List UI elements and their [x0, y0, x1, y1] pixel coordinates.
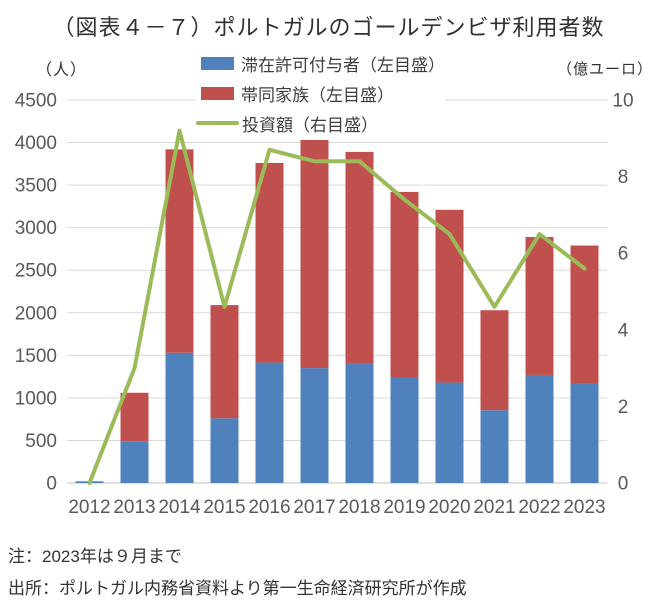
legend-label-permits: 滞在許可付与者（左目盛）: [241, 55, 445, 75]
x-label-2021: 2021: [473, 497, 515, 518]
left-tick-label-3000: 3000: [15, 218, 57, 239]
bar-permits-2023: [570, 382, 599, 483]
x-label-2019: 2019: [383, 497, 425, 518]
bar-permits-2015: [210, 418, 239, 483]
family-swatch-icon: [201, 86, 234, 100]
left-tick-label-2500: 2500: [15, 261, 57, 282]
bar-permits-2016: [255, 362, 284, 483]
left-tick-label-500: 500: [25, 431, 57, 452]
legend-item-investment: 投資額（右目盛）: [196, 108, 445, 138]
legend-label-family: 帯同家族（左目盛）: [241, 85, 394, 105]
left-axis-unit: （人）: [36, 62, 88, 79]
legend-item-family: 帯同家族（左目盛）: [196, 78, 445, 108]
left-tick-label-1500: 1500: [15, 346, 57, 367]
left-tick-label-4500: 4500: [15, 91, 57, 112]
x-label-2017: 2017: [293, 497, 335, 518]
right-axis-unit: （億ユーロ）: [556, 61, 653, 78]
footnote: 注：2023年は９月まで: [8, 547, 182, 566]
permits-swatch-icon: [201, 56, 234, 70]
x-label-2020: 2020: [428, 497, 470, 518]
bar-permits-2013: [120, 441, 149, 483]
right-tick-label-0: 0: [618, 474, 629, 495]
bar-family-2018: [345, 151, 374, 364]
bar-family-2022: [525, 237, 554, 375]
bar-family-2019: [390, 191, 419, 378]
left-tick-label-3500: 3500: [15, 176, 57, 197]
bar-permits-2020: [435, 382, 464, 483]
legend-item-permits: 滞在許可付与者（左目盛）: [196, 48, 445, 78]
bar-permits-2017: [300, 368, 329, 483]
left-tick-label-1000: 1000: [15, 388, 57, 409]
bar-permits-2018: [345, 363, 374, 483]
x-label-2013: 2013: [113, 497, 155, 518]
investment-line-swatch-icon: [196, 121, 239, 125]
bar-permits-2022: [525, 374, 554, 483]
bar-family-2021: [480, 310, 509, 411]
right-tick-label-4: 4: [618, 320, 629, 341]
right-tick-label-10: 10: [612, 91, 633, 112]
source-note: 出所：ポルトガル内務省資料より第一生命経済研究所が作成: [8, 579, 467, 598]
bar-family-2016: [255, 162, 284, 363]
x-label-2014: 2014: [158, 497, 201, 518]
x-label-2018: 2018: [338, 497, 380, 518]
x-label-2022: 2022: [518, 497, 560, 518]
right-tick-label-2: 2: [618, 397, 629, 418]
investment-line: [87, 128, 587, 485]
bar-permits-2021: [480, 410, 509, 483]
bar-family-2020: [435, 209, 464, 383]
right-tick-label-8: 8: [618, 167, 629, 188]
x-label-2015: 2015: [203, 497, 245, 518]
left-tick-label-0: 0: [46, 474, 57, 495]
chart-title: （図表４－７）ポルトガルのゴールデンビザ利用者数: [52, 15, 605, 40]
bar-family-2013: [120, 392, 149, 442]
bar-permits-2014: [165, 352, 194, 483]
bar-family-2015: [210, 305, 239, 419]
left-tick-label-2000: 2000: [15, 303, 57, 324]
x-label-2023: 2023: [563, 497, 605, 518]
x-label-2012: 2012: [68, 497, 110, 518]
bar-permits-2019: [390, 377, 419, 483]
right-tick-label-6: 6: [618, 244, 629, 265]
bar-family-2017: [300, 140, 329, 369]
x-label-2016: 2016: [248, 497, 290, 518]
left-tick-label-4000: 4000: [15, 133, 57, 154]
legend-label-investment: 投資額（右目盛）: [242, 115, 378, 135]
chart-legend: 滞在許可付与者（左目盛） 帯同家族（左目盛） 投資額（右目盛）: [196, 48, 445, 138]
